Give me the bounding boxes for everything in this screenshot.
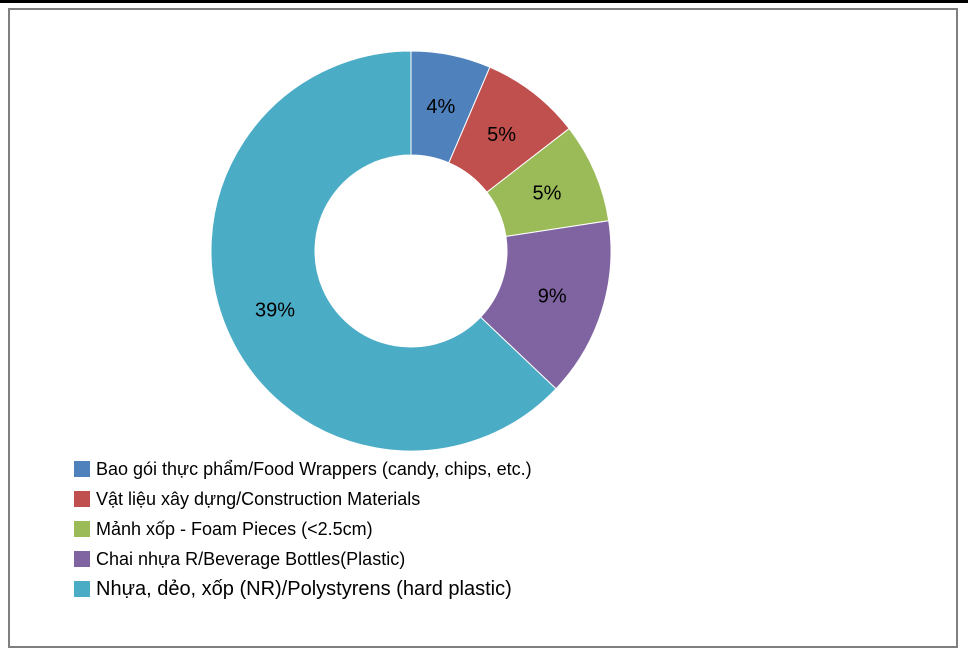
donut-slice-3 (479, 220, 612, 390)
donut-slice-4 (210, 50, 557, 452)
legend-swatch-0 (74, 461, 90, 477)
legend-item-4: Nhựa, dẻo, xốp (NR)/Polystyrens (hard pl… (74, 576, 774, 602)
donut-chart: 4% 5% 5% 9% 39% (210, 50, 612, 452)
data-label-0: 4% (426, 96, 455, 118)
data-label-1: 5% (487, 124, 516, 146)
chart-legend: Bao gói thực phẩm/Food Wrappers (candy, … (74, 456, 774, 606)
legend-label-0: Bao gói thực phẩm/Food Wrappers (candy, … (96, 459, 532, 479)
legend-swatch-3 (74, 551, 90, 567)
legend-label-1: Vật liệu xây dựng/Construction Materials (96, 489, 421, 509)
legend-label-4: Nhựa, dẻo, xốp (NR)/Polystyrens (hard pl… (96, 578, 512, 600)
data-label-2: 5% (533, 183, 562, 205)
top-border (0, 0, 968, 3)
legend-item-2: Mảnh xốp - Foam Pieces (<2.5cm) (74, 516, 774, 542)
legend-item-1: Vật liệu xây dựng/Construction Materials (74, 486, 774, 512)
legend-swatch-4 (74, 581, 90, 597)
legend-swatch-1 (74, 491, 90, 507)
legend-swatch-2 (74, 521, 90, 537)
legend-item-0: Bao gói thực phẩm/Food Wrappers (candy, … (74, 456, 774, 482)
legend-item-3: Chai nhựa R/Beverage Bottles(Plastic) (74, 546, 774, 572)
data-label-3: 9% (538, 285, 567, 307)
legend-label-3: Chai nhựa R/Beverage Bottles(Plastic) (96, 549, 406, 569)
legend-label-2: Mảnh xốp - Foam Pieces (<2.5cm) (96, 519, 373, 539)
data-label-4: 39% (255, 299, 295, 321)
